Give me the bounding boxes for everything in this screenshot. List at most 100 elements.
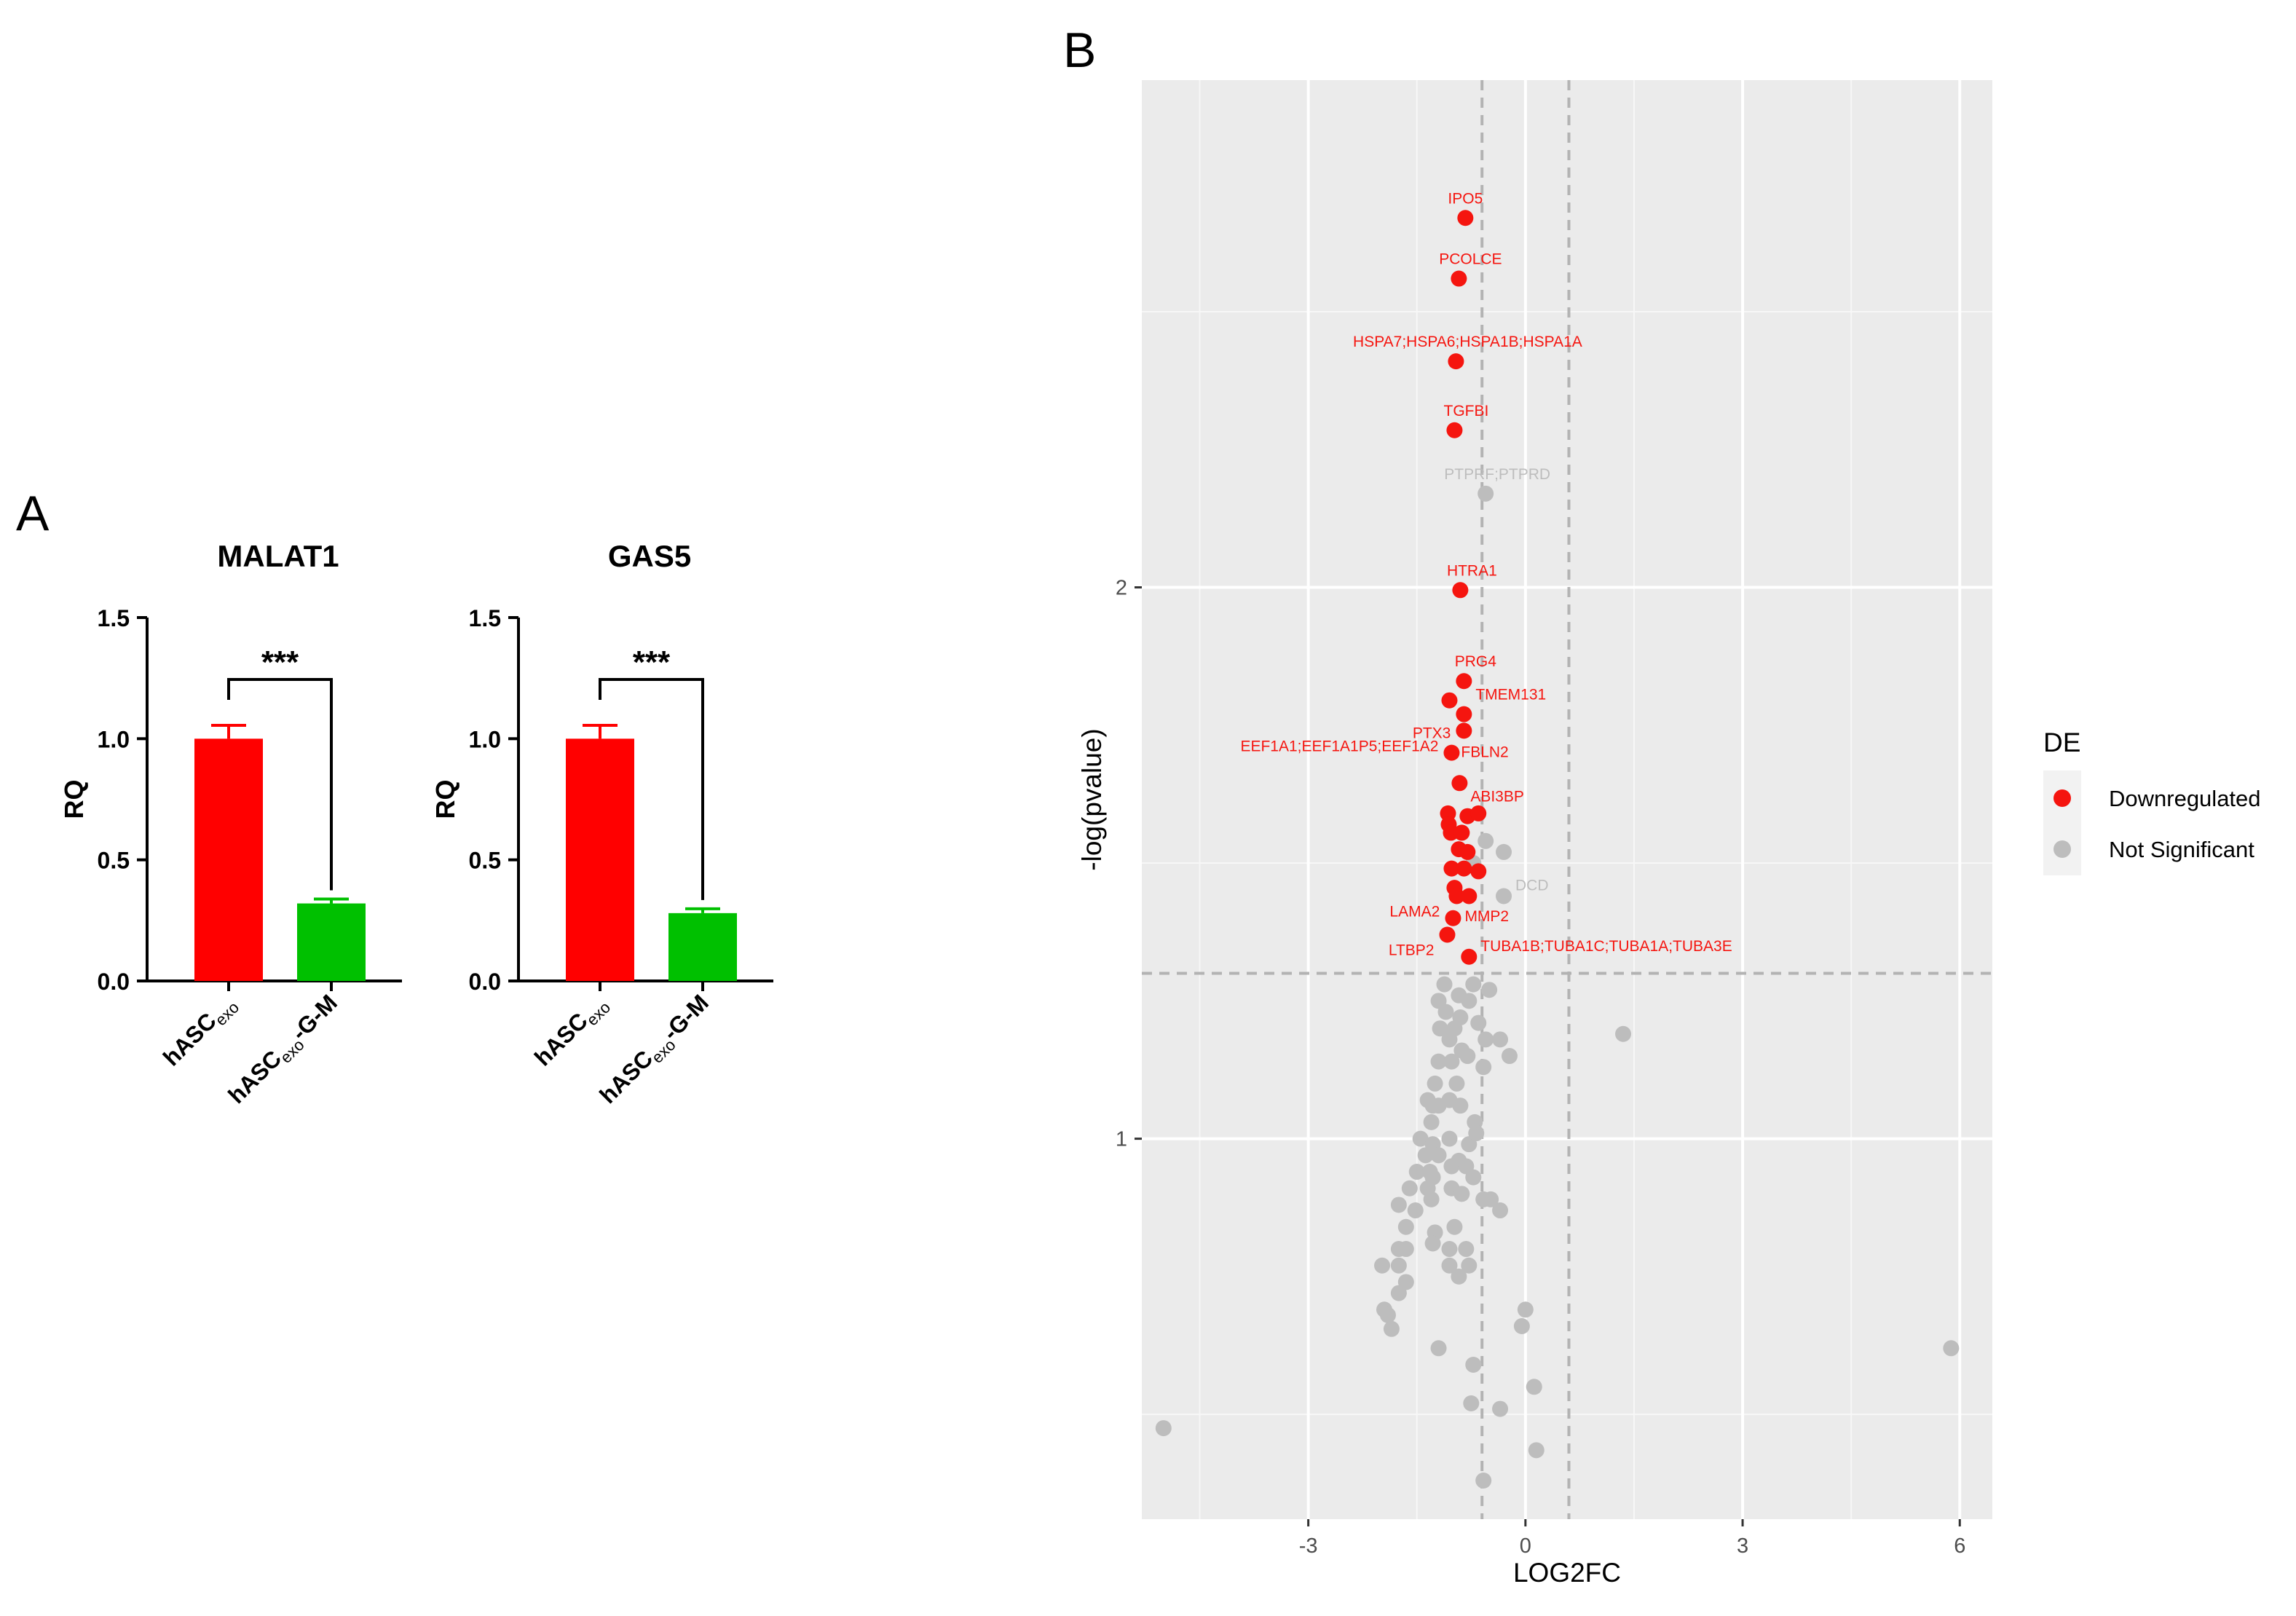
- point-not-significant: [1468, 1125, 1485, 1142]
- point-not-significant: [1478, 485, 1494, 502]
- x-tick-label: 3: [1737, 1534, 1748, 1558]
- y-tick-label: 1.0: [469, 726, 501, 752]
- point-downregulated: [1448, 353, 1464, 370]
- point-not-significant: [1448, 1075, 1465, 1092]
- bar: [194, 738, 263, 981]
- point-not-significant: [1430, 1053, 1447, 1070]
- point-not-significant: [1401, 1180, 1418, 1197]
- point-not-significant: [1483, 1191, 1499, 1207]
- gene-label: PTX3: [1413, 725, 1451, 741]
- x-category-label: hASCexo: [158, 989, 242, 1073]
- point-downregulated: [1459, 843, 1476, 860]
- point-not-significant: [1496, 843, 1512, 860]
- chart-title: GAS5: [608, 539, 691, 573]
- gene-label: PCOLCE: [1439, 251, 1502, 268]
- y-axis-label: RQ: [59, 780, 89, 819]
- volcano-plot: IPO5 PCOLCE HSPA7;HSPA6;HSPA1B;HSPA1A TGFBI…: [1077, 80, 1992, 1588]
- point-not-significant: [1441, 1257, 1458, 1274]
- point-not-significant: [1407, 1202, 1424, 1219]
- y-tick-label: 0.0: [469, 969, 501, 995]
- gene-label: HSPA7;HSPA6;HSPA1B;HSPA1A: [1353, 334, 1582, 350]
- gene-label: DCD: [1515, 877, 1549, 894]
- point-not-significant: [1155, 1420, 1172, 1437]
- y-axis-label: RQ: [430, 780, 460, 819]
- y-tick-label: 0.0: [98, 969, 130, 995]
- point-not-significant: [1461, 1257, 1478, 1274]
- point-downregulated: [1456, 706, 1472, 722]
- point-not-significant: [1492, 1031, 1509, 1048]
- panel-a-label: A: [16, 486, 50, 541]
- point-downregulated: [1448, 888, 1465, 904]
- point-not-significant: [1430, 1147, 1447, 1164]
- bar: [668, 913, 737, 981]
- gene-label: LTBP2: [1389, 942, 1435, 958]
- x-category-label: hASCexo-G-M: [594, 989, 717, 1111]
- point-not-significant: [1383, 1320, 1400, 1337]
- y-tick-label: 0.5: [469, 848, 501, 874]
- plot-background: [1142, 80, 1992, 1519]
- point-not-significant: [1615, 1025, 1632, 1042]
- point-not-significant: [1453, 1186, 1470, 1202]
- point-not-significant: [1478, 832, 1494, 849]
- point-not-significant: [1427, 1075, 1443, 1092]
- gene-label: PTPRF;PTPRD: [1444, 466, 1550, 483]
- point-downregulated: [1453, 824, 1470, 841]
- point-not-significant: [1446, 1218, 1463, 1235]
- significance-bracket: [227, 678, 333, 891]
- point-not-significant: [1397, 1218, 1414, 1235]
- point-downregulated: [1443, 744, 1460, 761]
- chart-title: MALAT1: [217, 539, 339, 573]
- point-not-significant: [1374, 1257, 1391, 1274]
- point-downregulated: [1461, 948, 1478, 965]
- gene-label: TMEM131: [1475, 687, 1546, 703]
- legend-label: Downregulated: [2109, 786, 2261, 811]
- x-category-label: hASCexo: [529, 989, 614, 1073]
- y-tick-label: 1: [1116, 1128, 1127, 1151]
- gene-label: LAMA2: [1389, 903, 1440, 920]
- point-not-significant: [1379, 1306, 1396, 1323]
- point-not-significant: [1443, 1053, 1460, 1070]
- point-not-significant: [1423, 1191, 1440, 1207]
- point-not-significant: [1441, 1031, 1458, 1048]
- x-category-label: hASCexo-G-M: [223, 989, 345, 1111]
- point-not-significant: [1528, 1442, 1545, 1459]
- significance-bracket: [599, 678, 704, 900]
- point-not-significant: [1943, 1340, 1960, 1357]
- legend-key-background: [2043, 770, 2081, 875]
- significance-stars: ***: [261, 645, 299, 680]
- gene-label: FBLN2: [1461, 744, 1508, 760]
- point-downregulated: [1456, 860, 1472, 877]
- point-not-significant: [1461, 993, 1478, 1009]
- y-tick-label: 1.0: [98, 726, 130, 752]
- point-downregulated: [1456, 722, 1472, 739]
- y-axis-label: -log(pvalue): [1077, 728, 1107, 870]
- point-not-significant: [1397, 1241, 1414, 1258]
- point-downregulated: [1451, 270, 1467, 287]
- point-not-significant: [1513, 1318, 1530, 1335]
- point-downregulated: [1457, 210, 1474, 226]
- point-not-significant: [1436, 976, 1453, 993]
- point-not-significant: [1481, 982, 1498, 998]
- legend-label: Not Significant: [2109, 837, 2254, 862]
- point-not-significant: [1496, 888, 1512, 904]
- point-not-significant: [1465, 976, 1482, 993]
- point-not-significant: [1465, 1357, 1482, 1373]
- point-not-significant: [1390, 1285, 1407, 1301]
- point-downregulated: [1439, 926, 1456, 943]
- point-not-significant: [1501, 1048, 1518, 1065]
- point-not-significant: [1492, 1400, 1509, 1417]
- point-not-significant: [1526, 1379, 1542, 1395]
- y-tick-label: 1.5: [469, 605, 501, 631]
- y-tick-label: 1.5: [98, 605, 130, 631]
- point-downregulated: [1470, 805, 1487, 821]
- point-downregulated: [1470, 863, 1487, 880]
- point-not-significant: [1430, 1340, 1447, 1357]
- point-not-significant: [1408, 1164, 1425, 1181]
- point-downregulated: [1441, 692, 1458, 709]
- legend-title: DE: [2043, 728, 2080, 757]
- gene-label: EEF1A1;EEF1A1P5;EEF1A2: [1240, 738, 1438, 755]
- bar: [566, 738, 634, 981]
